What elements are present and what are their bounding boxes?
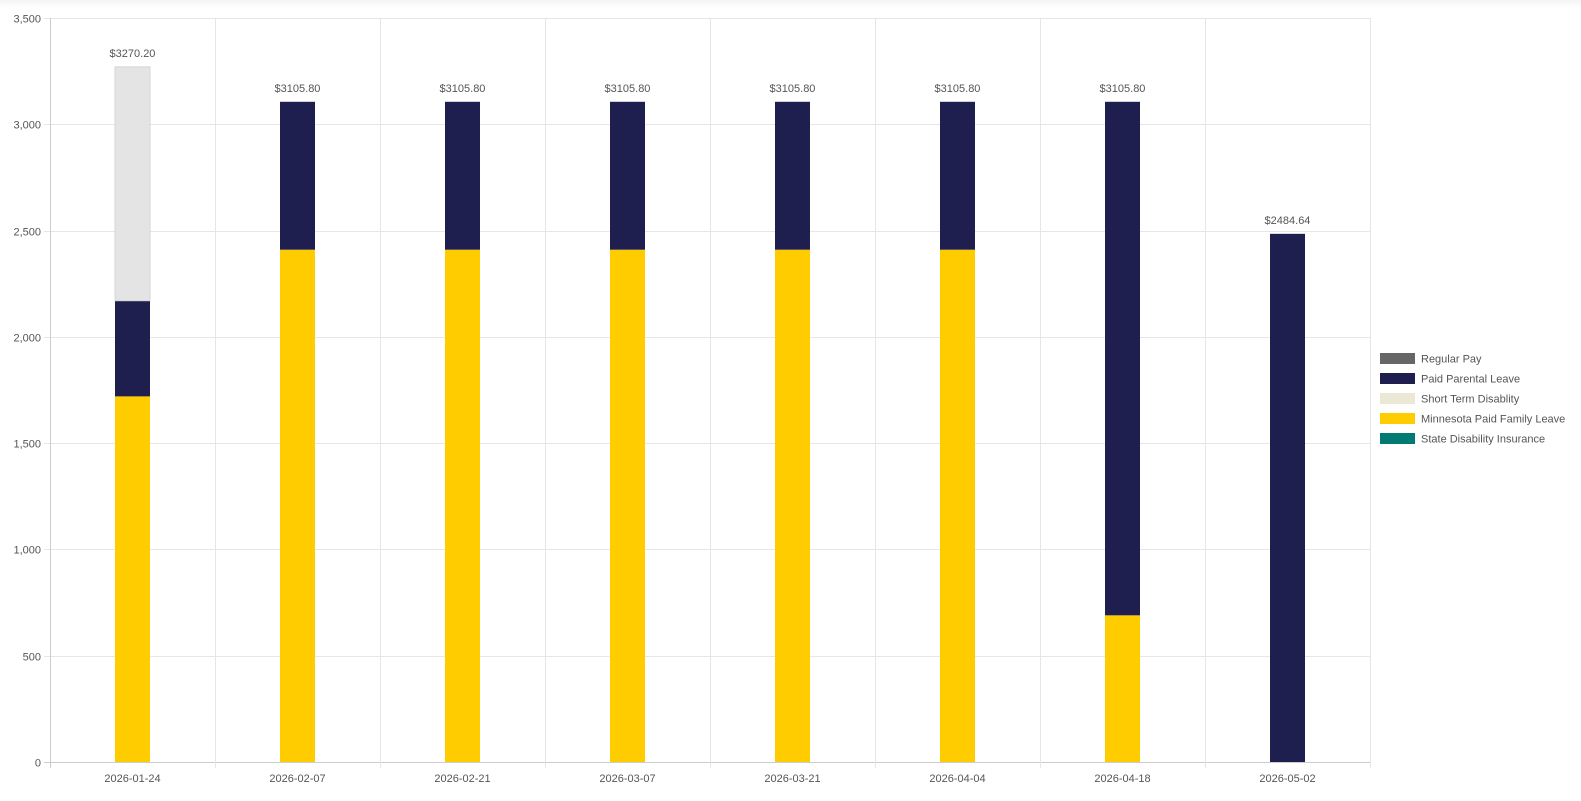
legend-label: State Disability Insurance xyxy=(1421,434,1545,446)
bar-total-label: $3105.80 xyxy=(275,83,321,95)
bar-segment-paid-parental-leave[interactable] xyxy=(115,300,150,397)
bar-segment-minnesota-paid-family-leave[interactable] xyxy=(775,249,810,762)
legend-label: Minnesota Paid Family Leave xyxy=(1421,414,1565,426)
bar-total-label: $3270.20 xyxy=(110,48,156,60)
bar-total-label: $3105.80 xyxy=(935,83,981,95)
bar-segment-paid-parental-leave[interactable] xyxy=(280,101,315,250)
bar-segment-paid-parental-leave[interactable] xyxy=(1105,101,1140,616)
legend-swatch xyxy=(1380,373,1415,384)
bar-segment-paid-parental-leave[interactable] xyxy=(445,101,480,250)
bar-segment-paid-parental-leave[interactable] xyxy=(940,101,975,250)
legend-swatch xyxy=(1380,393,1415,404)
legend-swatch xyxy=(1380,353,1415,364)
top-shadow-strip xyxy=(0,0,1581,8)
bar-total-label: $3105.80 xyxy=(605,83,651,95)
x-tick-label: 2026-03-07 xyxy=(599,773,655,785)
bar-segment-paid-parental-leave[interactable] xyxy=(610,101,645,250)
legend-swatch xyxy=(1380,433,1415,444)
bar-segment-minnesota-paid-family-leave[interactable] xyxy=(280,249,315,762)
legend-item-state-disability-insurance[interactable]: State Disability Insurance xyxy=(1380,433,1545,446)
bars xyxy=(114,66,1305,762)
x-tick-label: 2026-02-07 xyxy=(269,773,325,785)
bar-segment-minnesota-paid-family-leave[interactable] xyxy=(445,249,480,762)
legend-label: Regular Pay xyxy=(1421,354,1482,366)
bar-segment-minnesota-paid-family-leave[interactable] xyxy=(610,249,645,762)
legend-label: Short Term Disablity xyxy=(1421,394,1520,406)
legend-label: Paid Parental Leave xyxy=(1421,374,1520,386)
x-tick-label: 2026-03-21 xyxy=(764,773,820,785)
x-tick-label: 2026-02-21 xyxy=(434,773,490,785)
bar-segment-minnesota-paid-family-leave[interactable] xyxy=(115,396,150,762)
bar-segment-minnesota-paid-family-leave[interactable] xyxy=(940,249,975,762)
y-tick-label: 3,500 xyxy=(13,14,41,26)
y-tick-label: 1,000 xyxy=(13,545,41,557)
legend-item-minnesota-paid-family-leave[interactable]: Minnesota Paid Family Leave xyxy=(1380,413,1565,426)
legend-item-short-term-disablity[interactable]: Short Term Disablity xyxy=(1380,393,1520,406)
x-tick-label: 2026-05-02 xyxy=(1259,773,1315,785)
y-tick-label: 1,500 xyxy=(13,439,41,451)
bar-segment-minnesota-paid-family-leave[interactable] xyxy=(1105,615,1140,762)
x-tick-label: 2026-04-04 xyxy=(929,773,985,785)
y-tick-label: 500 xyxy=(23,652,41,664)
legend-swatch xyxy=(1380,413,1415,424)
y-tick-label: 2,000 xyxy=(13,333,41,345)
bar-segment-paid-parental-leave[interactable] xyxy=(1270,233,1305,762)
x-tick-label: 2026-01-24 xyxy=(104,773,160,785)
labels: $3270.20 $3105.80 $3105.80 $3105.80 $3105.80… xyxy=(110,48,1311,227)
bar-total-label: $2484.64 xyxy=(1265,215,1311,227)
axes: 0 500 1,000 1,500 2,000 2,500 3,000 3,500 2026-0… xyxy=(13,14,1315,786)
bar-total-label: $3105.80 xyxy=(440,83,486,95)
x-tick-label: 2026-04-18 xyxy=(1094,773,1150,785)
legend-item-regular-pay[interactable]: Regular Pay xyxy=(1380,353,1482,366)
bar-segment-short-term-disablity[interactable] xyxy=(114,66,151,302)
legend-item-paid-parental-leave[interactable]: Paid Parental Leave xyxy=(1380,373,1520,386)
legend[interactable]: Regular Pay Paid Parental Leave Short Term… xyxy=(1380,353,1565,446)
y-tick-label: 3,000 xyxy=(13,120,41,132)
bar-total-label: $3105.80 xyxy=(770,83,816,95)
bar-segment-paid-parental-leave[interactable] xyxy=(775,101,810,250)
grid-lines xyxy=(44,18,1371,768)
y-tick-label: 2,500 xyxy=(13,227,41,239)
y-tick-label: 0 xyxy=(35,758,41,770)
bar-total-label: $3105.80 xyxy=(1100,83,1146,95)
